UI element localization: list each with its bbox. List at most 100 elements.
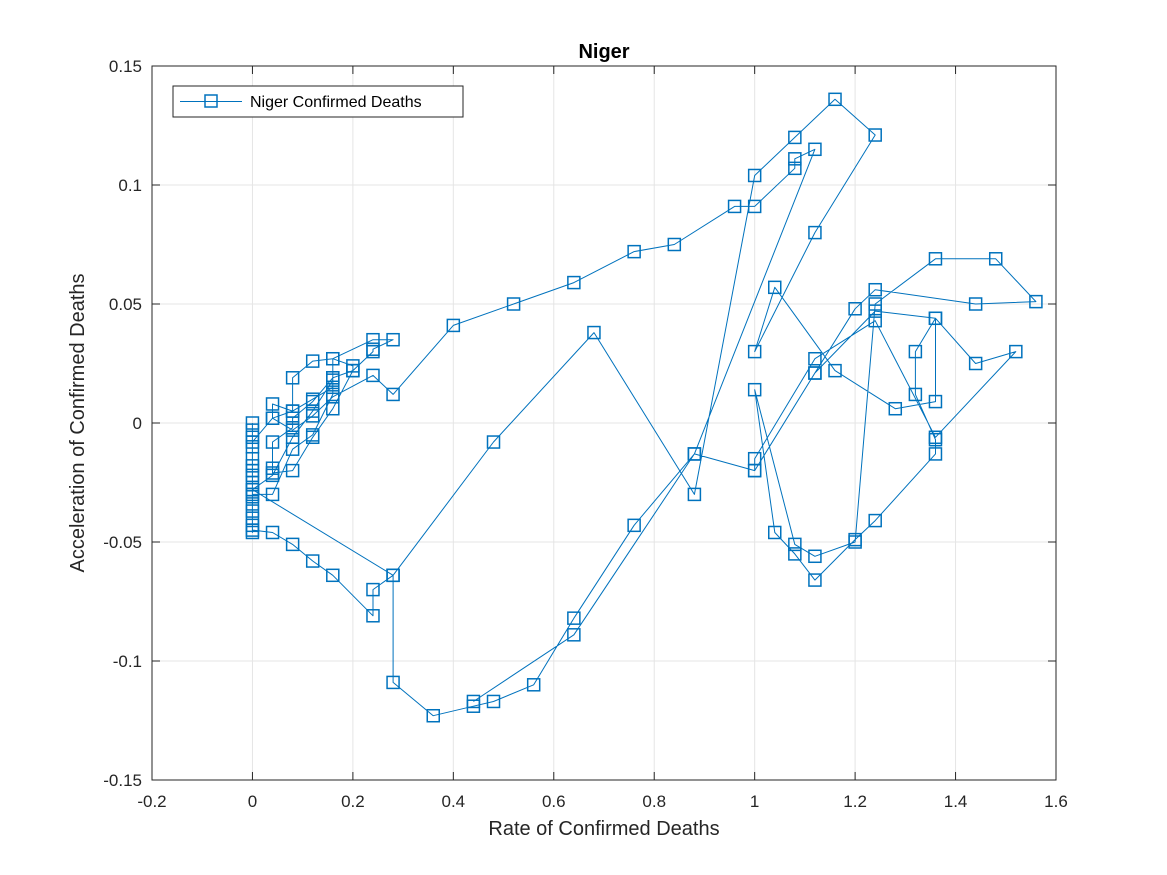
data-point-marker xyxy=(808,549,822,564)
data-point-marker xyxy=(747,463,762,478)
data-point-marker xyxy=(386,387,400,402)
data-point-marker xyxy=(366,368,380,383)
data-point-marker xyxy=(245,523,260,537)
data-point-marker xyxy=(848,302,862,316)
data-point-marker xyxy=(747,382,762,397)
data-point-marker xyxy=(727,199,742,214)
x-tick-label: 1.2 xyxy=(843,792,867,811)
data-point-marker xyxy=(1029,294,1043,309)
data-point-marker xyxy=(386,332,400,347)
data-point-marker xyxy=(788,537,802,552)
data-point-marker xyxy=(788,130,802,145)
data-point-marker xyxy=(627,518,641,533)
data-point-marker xyxy=(868,297,882,311)
data-point-marker xyxy=(788,152,802,166)
data-point-marker xyxy=(908,344,923,359)
ticks-layer: -0.2 0 0.2 0.4 0.6 0.8 1 1.2 1.4 1.6 -0.15 -0.1 -0.0… xyxy=(103,57,1068,811)
data-point-marker xyxy=(486,694,501,709)
y-tick-label: -0.1 xyxy=(113,652,142,671)
data-point-marker xyxy=(808,225,822,240)
data-point-marker xyxy=(808,366,822,380)
data-point-marker xyxy=(265,468,280,483)
x-tick-label: 1 xyxy=(750,792,759,811)
data-point-marker xyxy=(868,282,882,297)
data-point-marker xyxy=(868,128,882,142)
data-point-marker xyxy=(768,525,782,540)
data-point-marker xyxy=(868,304,882,318)
data-point-marker xyxy=(667,237,682,252)
data-point-marker xyxy=(868,513,882,528)
data-point-marker xyxy=(285,463,300,478)
data-point-marker xyxy=(245,497,260,511)
data-point-marker xyxy=(285,371,300,385)
grid-layer xyxy=(151,65,1057,781)
data-point-marker xyxy=(326,387,340,402)
data-point-marker xyxy=(466,694,481,709)
series-line xyxy=(251,98,1037,717)
data-point-marker xyxy=(687,447,702,461)
data-point-marker xyxy=(285,423,300,437)
data-point-marker xyxy=(968,356,983,371)
data-point-marker xyxy=(747,199,762,214)
data-point-marker xyxy=(506,297,521,311)
series-layer xyxy=(245,92,1043,723)
data-point-marker xyxy=(486,435,501,449)
data-point-marker xyxy=(828,92,842,107)
x-tick-label: 0.6 xyxy=(542,792,566,811)
x-tick-label: 0.4 xyxy=(442,792,466,811)
data-point-marker xyxy=(305,554,320,568)
data-point-marker xyxy=(968,297,983,311)
data-point-marker xyxy=(928,447,943,461)
data-point-marker xyxy=(265,397,280,411)
data-point-marker xyxy=(567,275,581,290)
data-point-marker xyxy=(245,416,260,430)
data-point-marker xyxy=(245,459,260,473)
data-point-marker xyxy=(808,351,822,366)
y-tick-label: 0.1 xyxy=(118,176,142,195)
chart-title: Niger xyxy=(578,41,629,63)
data-point-marker xyxy=(305,354,320,368)
data-point-marker xyxy=(305,394,320,409)
data-point-marker xyxy=(446,318,461,333)
data-point-marker xyxy=(426,708,440,723)
legend-square-marker xyxy=(204,94,218,108)
data-point-marker xyxy=(747,344,762,359)
data-point-marker xyxy=(928,432,943,447)
legend: Niger Confirmed Deaths xyxy=(172,85,464,118)
data-point-marker xyxy=(326,351,340,366)
data-point-marker xyxy=(988,252,1003,266)
data-point-marker xyxy=(305,404,320,418)
data-point-marker xyxy=(808,573,822,587)
data-point-marker xyxy=(386,675,400,690)
data-point-marker xyxy=(587,325,601,340)
data-point-marker xyxy=(245,468,260,483)
y-tick-label: -0.15 xyxy=(103,771,142,790)
x-tick-label: 0 xyxy=(248,792,257,811)
y-tick-label: 0.05 xyxy=(109,295,142,314)
data-point-marker xyxy=(366,609,380,623)
data-point-marker xyxy=(627,244,641,259)
x-tick-label: 1.6 xyxy=(1044,792,1068,811)
data-point-marker xyxy=(366,582,380,597)
data-point-marker xyxy=(245,435,260,449)
data-point-marker xyxy=(788,547,802,561)
data-point-marker xyxy=(305,428,320,442)
data-point-marker xyxy=(868,313,882,328)
y-tick-label: 0.15 xyxy=(109,57,142,76)
x-axis-label: Rate of Confirmed Deaths xyxy=(488,818,719,840)
data-point-marker xyxy=(828,363,842,378)
data-point-marker xyxy=(326,373,340,387)
y-axis-label: Acceleration of Confirmed Deaths xyxy=(67,273,89,572)
data-point-marker xyxy=(928,394,943,409)
data-point-marker xyxy=(285,537,300,552)
data-point-marker xyxy=(386,568,400,583)
data-point-marker xyxy=(526,678,541,692)
data-point-marker xyxy=(366,344,380,359)
y-tick-label: 0 xyxy=(133,414,142,433)
data-point-marker xyxy=(245,482,260,497)
data-point-marker xyxy=(928,311,943,326)
data-point-marker xyxy=(265,487,280,502)
legend-entry-label: Niger Confirmed Deaths xyxy=(250,94,422,111)
